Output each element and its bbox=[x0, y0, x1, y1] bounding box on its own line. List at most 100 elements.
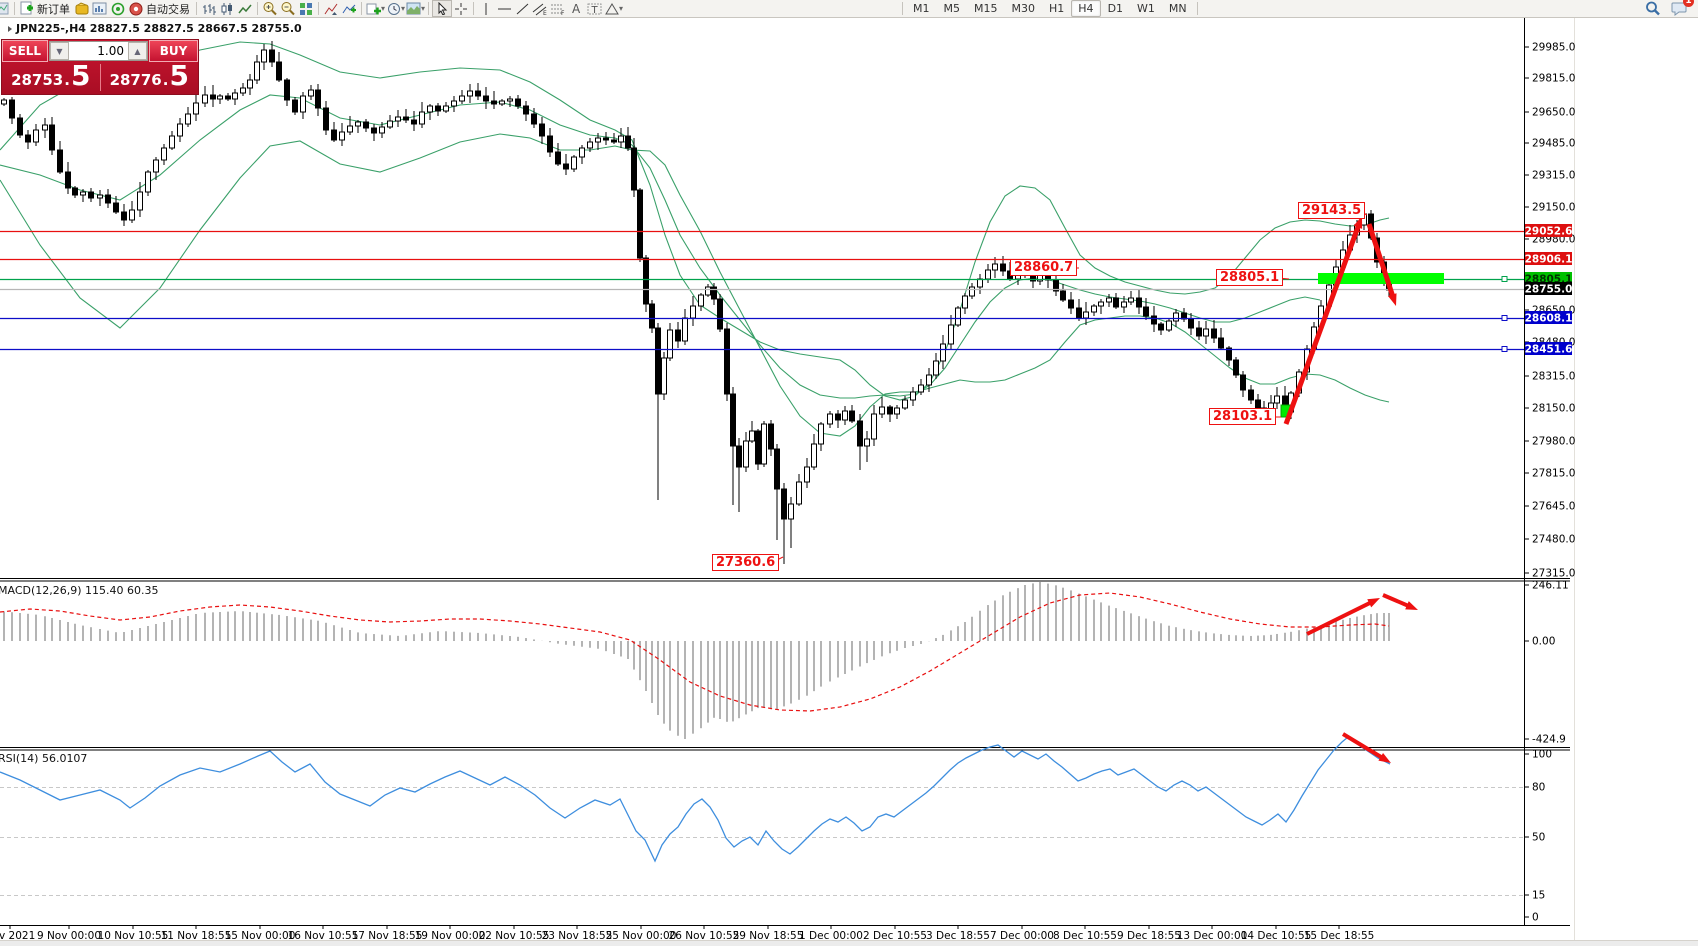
tf-m30[interactable]: M30 bbox=[1011, 2, 1036, 15]
tf-mn[interactable]: MN bbox=[1168, 2, 1187, 15]
tile-windows-icon[interactable] bbox=[297, 1, 315, 16]
price-tick-label: 29985.0 bbox=[1532, 42, 1575, 54]
annotation-29143[interactable]: 29143.5 bbox=[1298, 202, 1366, 219]
tf-h1[interactable]: H1 bbox=[1049, 2, 1065, 15]
shapes-tool-icon[interactable] bbox=[603, 1, 621, 16]
trend-arrows[interactable] bbox=[1283, 216, 1418, 763]
tf-d1[interactable]: D1 bbox=[1107, 2, 1124, 15]
annotation-27360[interactable]: 27360.6 bbox=[712, 554, 780, 571]
price-axis: 29985.0 29815.0 29650.0 29485.0 29315.0 29150… bbox=[1524, 42, 1575, 580]
date-label: Nov 2021 bbox=[0, 930, 35, 942]
line-chart-icon[interactable] bbox=[236, 1, 254, 16]
bollinger-bands bbox=[0, 41, 1390, 437]
chart-title: JPN225-,H4 28827.5 28827.5 28667.5 28755… bbox=[8, 22, 302, 35]
auto-trading-icon[interactable] bbox=[127, 1, 145, 16]
tf-w1[interactable]: W1 bbox=[1137, 2, 1155, 15]
period-caret[interactable]: ▾ bbox=[401, 4, 406, 13]
add-indicator-caret[interactable]: ▾ bbox=[381, 4, 386, 13]
toolbar: 新订单 自动交易 bbox=[0, 0, 1698, 18]
svg-text:29052.6: 29052.6 bbox=[1525, 226, 1573, 238]
period-clock-icon[interactable] bbox=[385, 1, 403, 16]
annotation-28103[interactable]: 28103.1 bbox=[1209, 408, 1277, 425]
price-tick-label: 29315.0 bbox=[1532, 170, 1575, 182]
date-label: 15 Dec 18:55 bbox=[1304, 930, 1375, 942]
channel-tool-icon[interactable]: E bbox=[531, 1, 549, 16]
rsi-tick-label: 50 bbox=[1532, 832, 1545, 844]
shapes-caret[interactable]: ▾ bbox=[619, 4, 624, 13]
price-tick-label: 27645.0 bbox=[1532, 501, 1575, 513]
horizontal-lines[interactable] bbox=[0, 230, 1524, 352]
zoom-in-icon[interactable] bbox=[261, 1, 279, 16]
new-order-button[interactable]: 新订单 bbox=[37, 2, 70, 16]
volume-up-button[interactable]: ▲ bbox=[128, 42, 147, 60]
tf-m5[interactable]: M5 bbox=[943, 2, 961, 15]
date-label: 2 Dec 10:55 bbox=[863, 930, 927, 942]
toolbar-separator bbox=[1196, 2, 1198, 15]
text-tool-icon[interactable]: A bbox=[567, 1, 585, 16]
tf-m1[interactable]: M1 bbox=[913, 2, 930, 15]
crosshair-tool-icon[interactable] bbox=[452, 1, 470, 16]
gold-icon[interactable] bbox=[73, 1, 91, 16]
expand-triangle-icon[interactable] bbox=[8, 26, 12, 32]
date-label: 1 Dec 00:00 bbox=[799, 930, 863, 942]
annotation-28860[interactable]: 28860.7 bbox=[1010, 259, 1078, 276]
template-caret[interactable]: ▾ bbox=[421, 4, 426, 13]
horizontal-line-tool-icon[interactable] bbox=[495, 1, 513, 16]
highlight-shapes[interactable] bbox=[1280, 273, 1444, 418]
date-label: 26 Nov 10:55 bbox=[669, 930, 740, 942]
price-tick-label: 27315.0 bbox=[1532, 568, 1575, 580]
toolbar-separator bbox=[14, 2, 15, 15]
vertical-line-tool-icon[interactable] bbox=[477, 1, 495, 16]
sell-price[interactable]: 28753. 5 bbox=[11, 59, 91, 92]
search-icon[interactable] bbox=[1644, 1, 1662, 16]
clipped-chart-icon[interactable] bbox=[0, 1, 11, 16]
auto-trading-button[interactable]: 自动交易 bbox=[146, 2, 190, 16]
sell-button[interactable]: SELL bbox=[2, 40, 48, 62]
svg-text:28608.1: 28608.1 bbox=[1525, 313, 1573, 325]
svg-text:28906.1: 28906.1 bbox=[1525, 254, 1573, 266]
price-tick-label: 29650.0 bbox=[1532, 107, 1575, 119]
annotation-28805[interactable]: 28805.1 bbox=[1216, 269, 1284, 286]
toolbar-right-group: 1 bbox=[1644, 0, 1694, 17]
volume-input[interactable] bbox=[69, 42, 128, 60]
macd-down-arrow bbox=[1382, 593, 1413, 610]
buy-button[interactable]: BUY bbox=[149, 40, 198, 62]
bar-chart-icon[interactable] bbox=[200, 1, 218, 16]
label-tool-icon[interactable]: T bbox=[585, 1, 603, 16]
tf-h4-selected[interactable]: H4 bbox=[1071, 0, 1101, 17]
signal-icon[interactable] bbox=[109, 1, 127, 16]
timeframe-group: M1 M5 M15 M30 H1 H4 D1 W1 MN bbox=[899, 0, 1201, 17]
svg-text:T: T bbox=[590, 5, 598, 16]
new-order-icon[interactable] bbox=[18, 1, 36, 16]
date-label: 15 Nov 00:00 bbox=[225, 930, 296, 942]
indicators-icon[interactable] bbox=[322, 1, 340, 16]
macd-up-arrow bbox=[1306, 599, 1375, 636]
chat-icon[interactable]: 1 bbox=[1670, 0, 1694, 16]
price-tick-label: 29485.0 bbox=[1532, 138, 1575, 150]
macd-label: MACD(12,26,9) 115.40 60.35 bbox=[0, 584, 159, 597]
buy-price[interactable]: 28776. 5 bbox=[109, 59, 189, 92]
volume-down-button[interactable]: ▼ bbox=[50, 42, 69, 60]
rsi-pane bbox=[0, 736, 1524, 896]
chart-window-icon[interactable] bbox=[91, 1, 109, 16]
tf-m15[interactable]: M15 bbox=[974, 2, 998, 15]
zoom-out-icon[interactable] bbox=[279, 1, 297, 16]
panel-divider bbox=[99, 64, 101, 91]
price-tick-label: 27980.0 bbox=[1532, 436, 1575, 448]
status-strip bbox=[0, 940, 1698, 946]
trendline-tool-icon[interactable] bbox=[513, 1, 531, 16]
toolbar-separator bbox=[902, 2, 903, 15]
template-icon[interactable] bbox=[405, 1, 423, 16]
cursor-tool-icon[interactable] bbox=[432, 0, 453, 17]
add-indicator-icon[interactable] bbox=[365, 1, 383, 16]
date-label: 14 Dec 10:55 bbox=[1241, 930, 1312, 942]
date-label: 10 Nov 10:55 bbox=[98, 930, 169, 942]
price-tick-label: 27480.0 bbox=[1532, 534, 1575, 546]
candlestick-chart-icon[interactable] bbox=[218, 1, 236, 16]
macd-pane bbox=[0, 582, 1390, 739]
date-label: 13 Dec 00:00 bbox=[1177, 930, 1248, 942]
indicator-window-icon[interactable] bbox=[340, 1, 358, 16]
green-zone-rect bbox=[1318, 273, 1444, 284]
fibonacci-tool-icon[interactable]: F bbox=[549, 1, 567, 16]
